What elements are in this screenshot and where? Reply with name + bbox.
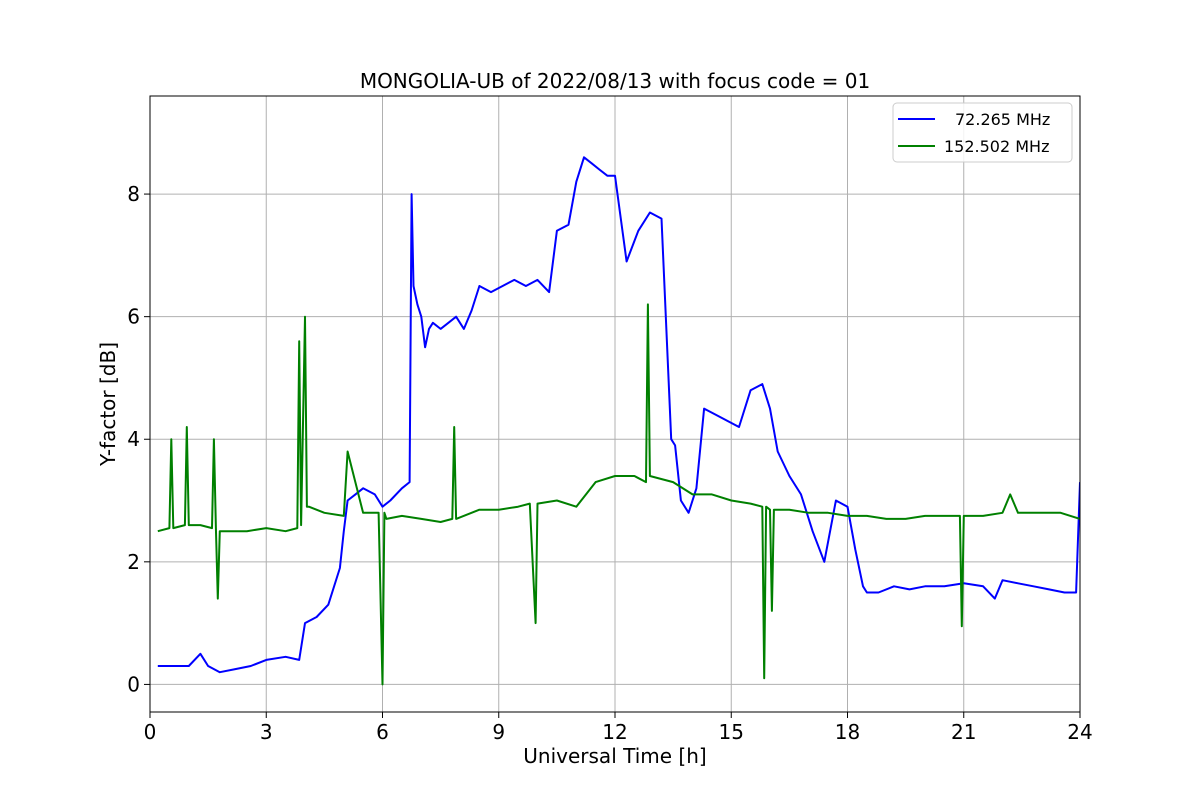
x-tick-label: 24	[1067, 720, 1092, 744]
y-tick-label: 0	[127, 672, 140, 696]
y-axis-label: Y-factor [dB]	[96, 342, 120, 467]
legend-label-72mhz: 72.265 MHz	[955, 110, 1050, 129]
legend-box	[892, 102, 1073, 163]
series-layer	[157, 156, 1080, 686]
chart-title: MONGOLIA-UB of 2022/08/13 with focus cod…	[360, 69, 870, 93]
y-tick-label: 8	[127, 182, 140, 206]
legend: 72.265 MHz 152.502 MHz	[892, 102, 1073, 163]
x-tick-label: 21	[951, 720, 976, 744]
x-tick-label: 0	[144, 720, 157, 744]
x-tick-label: 12	[602, 720, 627, 744]
x-axis-label: Universal Time [h]	[523, 744, 706, 768]
series-line-72mhz	[157, 156, 1080, 674]
x-tick-label: 6	[376, 720, 389, 744]
ticks	[144, 193, 1081, 718]
legend-label-152mhz: 152.502 MHz	[944, 137, 1049, 156]
series-line-152mhz	[157, 303, 1080, 686]
y-tick-label: 6	[127, 305, 140, 329]
x-tick-label: 9	[492, 720, 505, 744]
y-tick-label: 4	[127, 427, 140, 451]
x-tick-label: 3	[260, 720, 273, 744]
x-tick-label: 15	[719, 720, 744, 744]
x-tick-label: 18	[835, 720, 860, 744]
y-tick-label: 2	[127, 550, 140, 574]
